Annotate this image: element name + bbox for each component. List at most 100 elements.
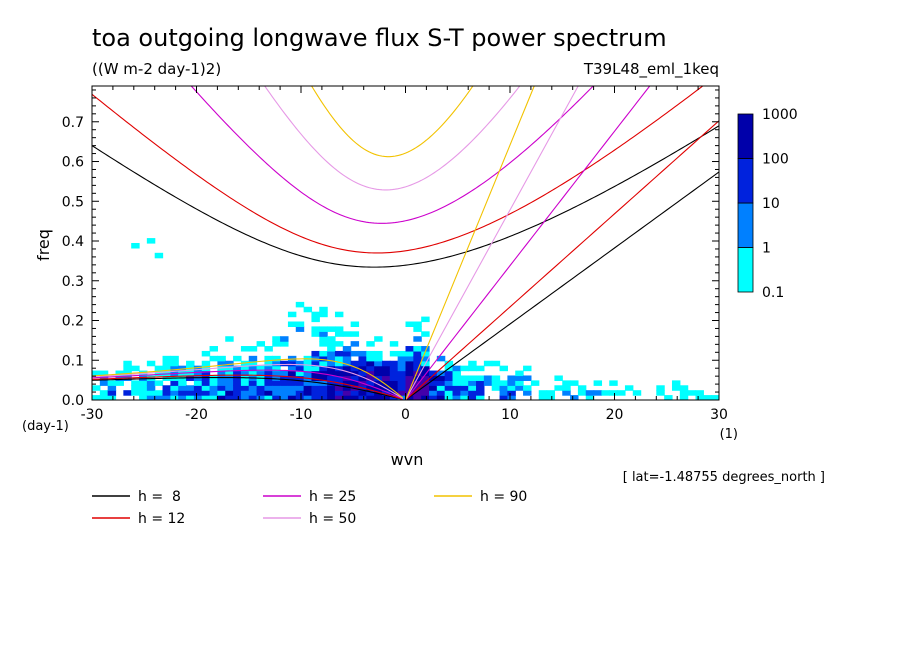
heatmap-cell [193, 390, 203, 396]
heatmap-cell [256, 385, 266, 391]
heatmap-cell [217, 390, 226, 396]
heatmap-cell [146, 238, 156, 244]
heatmap-cell [334, 331, 344, 337]
heatmap-cell [358, 355, 367, 362]
heatmap-cell [421, 390, 430, 396]
y-axis-units: (day-1) [22, 419, 69, 434]
heatmap-cell [334, 350, 344, 357]
heatmap-cell [452, 395, 461, 400]
heatmap-cell [334, 395, 344, 400]
heatmap-cell [327, 350, 336, 357]
heatmap-cell [217, 370, 226, 377]
heatmap-cell [515, 380, 524, 386]
heatmap-cell [366, 365, 375, 372]
heatmap-cell [311, 395, 320, 400]
axes: -30 -20 -10 0 10 20 30 0.0 0.1 0.2 0.3 0.4 0.5 0.6 0.7 [62, 86, 728, 423]
kelvin-curve-h90 [404, 86, 535, 400]
heatmap-cell [280, 360, 289, 367]
heatmap-cell [389, 360, 399, 367]
heatmap-cell [287, 360, 297, 367]
heatmap-cell [162, 385, 171, 391]
heatmap-cell [452, 365, 461, 372]
heatmap-cell [334, 390, 344, 396]
heatmap-cell [193, 365, 203, 372]
heatmap-cell [327, 360, 336, 367]
heatmap-cell [248, 390, 258, 396]
colorbar-segment [737, 247, 754, 293]
heatmap-cell [570, 380, 579, 386]
heatmap-cell [311, 390, 320, 396]
heatmap-cell [468, 360, 477, 367]
heatmap-cell [350, 331, 360, 337]
heatmap-cell [264, 370, 273, 377]
heatmap-cell [319, 370, 328, 377]
heatmap-cell [421, 370, 430, 377]
heatmap-cell [366, 370, 375, 377]
heatmap-cell [280, 380, 289, 386]
heatmap-cell [123, 390, 132, 396]
heatmap-cell [523, 365, 532, 372]
heatmap-cell [131, 380, 140, 386]
heatmap-cell [146, 385, 156, 391]
heatmap-cell [444, 380, 454, 386]
heatmap-cell [233, 375, 242, 381]
heatmap-cell [225, 360, 234, 367]
heatmap-cell [303, 385, 313, 391]
heatmap-cell [593, 380, 603, 386]
rossby-curve-h50 [92, 363, 404, 399]
heatmap-cell [468, 375, 477, 381]
heatmap-cell [162, 370, 171, 377]
heatmap-cell [240, 346, 250, 352]
heatmap-cell [413, 355, 422, 362]
heatmap-cell [366, 385, 375, 391]
heatmap-cell [389, 380, 399, 386]
heatmap-cell [366, 390, 375, 396]
heatmap-cell [295, 375, 305, 381]
heatmap-cell [452, 370, 461, 377]
heatmap-cell [523, 385, 532, 391]
heatmap-cell [413, 336, 422, 342]
heatmap-cell [311, 360, 320, 367]
heatmap-cell [562, 380, 571, 386]
heatmap-cell [327, 390, 336, 396]
heatmap-cell [444, 390, 454, 396]
heatmap-cell [240, 385, 250, 391]
heatmap-cell [107, 390, 117, 396]
heatmap-cell [280, 336, 289, 342]
heatmap-cell [389, 375, 399, 381]
heatmap-cell [240, 365, 250, 372]
heatmap-cell [311, 380, 320, 386]
heatmap-cell [405, 346, 414, 352]
heatmap-cell [381, 380, 391, 386]
heatmap-cell [248, 380, 258, 386]
heatmap-cell [562, 390, 571, 396]
heatmap-cell [264, 395, 273, 400]
heatmap-cell [115, 370, 124, 377]
heatmap-cell [225, 336, 234, 342]
heatmap-cell [264, 360, 273, 367]
heatmap-cell [162, 365, 171, 372]
heatmap-cell [217, 355, 226, 362]
heatmap-cell [405, 321, 414, 328]
heatmap-cell [170, 385, 179, 391]
heatmap-cell [319, 385, 328, 391]
heatmap-cell [436, 375, 446, 381]
heatmap-cell [264, 380, 273, 386]
heatmap-cell [107, 385, 117, 391]
heatmap-cell [656, 385, 665, 391]
heatmap-cell [679, 395, 689, 400]
heatmap-cell [374, 350, 383, 357]
heatmap-cell [397, 355, 407, 362]
heatmap-cell [342, 385, 352, 391]
colorbar-segment [737, 113, 754, 159]
heatmap-cell [303, 360, 313, 367]
heatmap-cell [413, 370, 422, 377]
x-tick-label: -10 [290, 407, 313, 423]
kelvin-curve-h25 [405, 86, 651, 400]
heatmap-cell [703, 395, 712, 400]
heatmap-cell [327, 341, 336, 347]
heatmap-cell [256, 365, 266, 372]
heatmap-cell [186, 395, 195, 400]
heatmap-cell [695, 390, 704, 396]
heatmap-cell [272, 385, 281, 391]
